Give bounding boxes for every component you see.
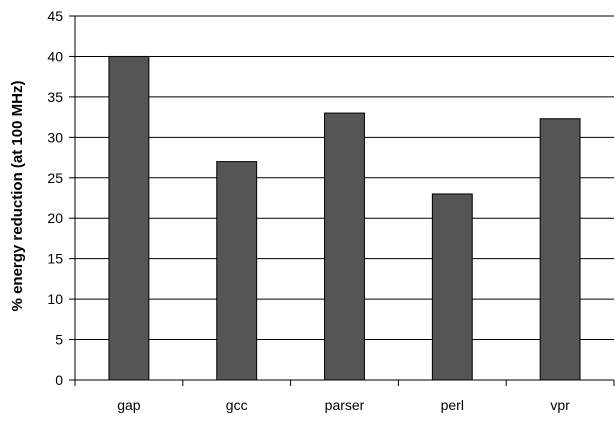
x-tick-label: gap xyxy=(117,397,141,413)
y-axis-label: % energy reduction (at 100 MHz) xyxy=(9,81,26,312)
tick-labels: 0 5 10 15 20 25 30 35 40 45 gap gcc parser perl vpr xyxy=(47,8,570,413)
y-tick-label: 35 xyxy=(47,89,63,105)
y-tick-label: 0 xyxy=(55,372,63,388)
y-tick-label: 5 xyxy=(55,332,63,348)
bar-gap xyxy=(108,55,150,381)
y-tick-label: 25 xyxy=(47,170,63,186)
x-tick-label: parser xyxy=(325,397,365,413)
bars xyxy=(108,55,581,381)
y-tick-label: 30 xyxy=(47,129,63,145)
y-tick-label: 45 xyxy=(47,8,63,24)
x-tick-label: vpr xyxy=(550,397,570,413)
bar-perl xyxy=(431,193,473,381)
bar-vpr xyxy=(539,118,581,381)
y-tick-label: 10 xyxy=(47,291,63,307)
bar-parser xyxy=(324,112,365,381)
x-tick-label: perl xyxy=(441,397,464,413)
y-tick-label: 40 xyxy=(47,48,63,64)
y-tick-label: 20 xyxy=(47,210,63,226)
axes xyxy=(69,15,615,386)
x-tick-label: gcc xyxy=(226,397,248,413)
y-tick-label: 15 xyxy=(47,251,63,267)
bar-gcc xyxy=(216,161,258,381)
